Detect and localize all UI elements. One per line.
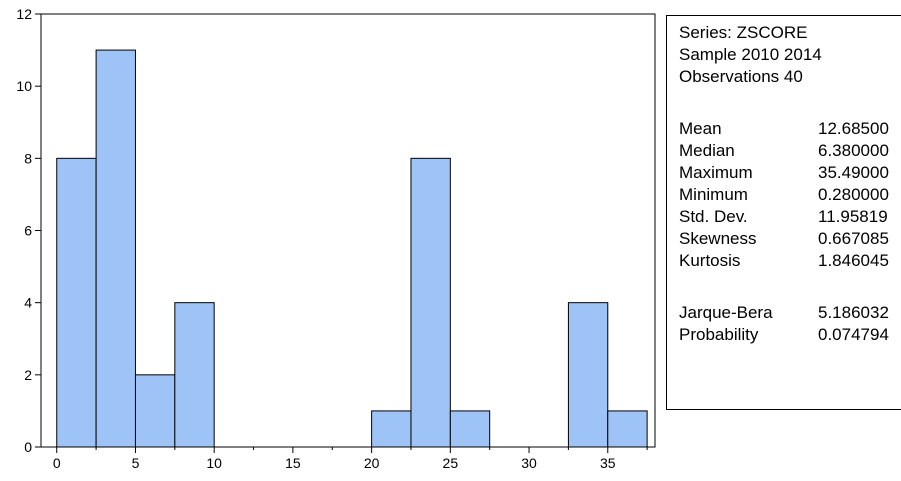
chart-axes: 0 2 4 6 8 10 12 0 5 10 15 20 25 30 35 <box>16 6 648 471</box>
stat-row-maximum: Maximum 35.49000 <box>679 162 901 184</box>
stat-value: 0.074794 <box>818 325 889 344</box>
stat-label: Std. Dev. <box>679 207 748 226</box>
x-tick-label: 5 <box>132 455 140 471</box>
stat-row-minimum: Minimum 0.280000 <box>679 184 901 206</box>
stat-value: 12.68500 <box>818 119 889 138</box>
sample-range: Sample 2010 2014 <box>679 45 822 64</box>
histogram-bar <box>174 302 215 448</box>
stat-row-std-dev: Std. Dev. 11.95819 <box>679 206 901 228</box>
stat-value: 1.846045 <box>818 251 889 270</box>
x-tick-label: 15 <box>285 455 301 471</box>
stat-label: Jarque-Bera <box>679 303 773 322</box>
stat-value: 11.95819 <box>818 207 888 226</box>
histogram-bar <box>410 157 451 448</box>
x-tick-label: 30 <box>521 455 537 471</box>
stat-label: Median <box>679 141 735 160</box>
histogram-bar <box>371 410 412 448</box>
stat-row-median: Median 6.380000 <box>679 140 901 162</box>
series-name: Series: ZSCORE <box>679 23 808 42</box>
histogram-chart: 0 2 4 6 8 10 12 0 5 10 15 20 25 30 35 <box>16 6 656 471</box>
stat-value: 6.380000 <box>818 141 889 160</box>
histogram-bar <box>134 374 176 448</box>
stat-value: 5.186032 <box>818 303 889 322</box>
y-tick-label: 4 <box>24 295 32 311</box>
y-tick-label: 2 <box>24 367 32 383</box>
stat-label: Maximum <box>679 163 753 182</box>
x-tick-label: 35 <box>600 455 616 471</box>
stat-label: Skewness <box>679 229 757 248</box>
y-tick-label: 0 <box>24 439 32 455</box>
stat-label: Mean <box>679 119 722 138</box>
x-tick-label: 10 <box>206 455 222 471</box>
stat-row-mean: Mean 12.68500 <box>679 118 901 140</box>
stat-label: Minimum <box>679 185 748 204</box>
descriptive-statistics-panel: Series: ZSCORE Sample 2010 2014 Observat… <box>666 15 901 410</box>
histogram-bars <box>56 49 648 448</box>
histogram-bar <box>449 410 491 448</box>
stat-row-probability: Probability 0.074794 <box>679 324 901 346</box>
stat-value: 0.667085 <box>818 229 889 248</box>
histogram-bar <box>56 157 97 448</box>
histogram-bar <box>567 302 609 448</box>
x-tick-label: 0 <box>53 455 61 471</box>
stat-label: Probability <box>679 325 759 344</box>
stat-row-skewness: Skewness 0.667085 <box>679 228 901 250</box>
y-tick-label: 12 <box>16 6 32 22</box>
x-tick-label: 25 <box>443 455 459 471</box>
y-tick-label: 6 <box>24 223 32 239</box>
stat-label: Kurtosis <box>679 251 741 270</box>
histogram-bar <box>607 410 648 448</box>
stat-row-jarque-bera: Jarque-Bera 5.186032 <box>679 302 901 324</box>
x-tick-label: 20 <box>364 455 380 471</box>
y-tick-label: 10 <box>16 78 32 94</box>
observations-count: Observations 40 <box>679 67 803 86</box>
stat-row-kurtosis: Kurtosis 1.846045 <box>679 250 901 272</box>
y-tick-label: 8 <box>24 150 32 166</box>
histogram-bar <box>95 49 136 448</box>
stat-value: 35.49000 <box>818 163 889 182</box>
stat-value: 0.280000 <box>818 185 889 204</box>
